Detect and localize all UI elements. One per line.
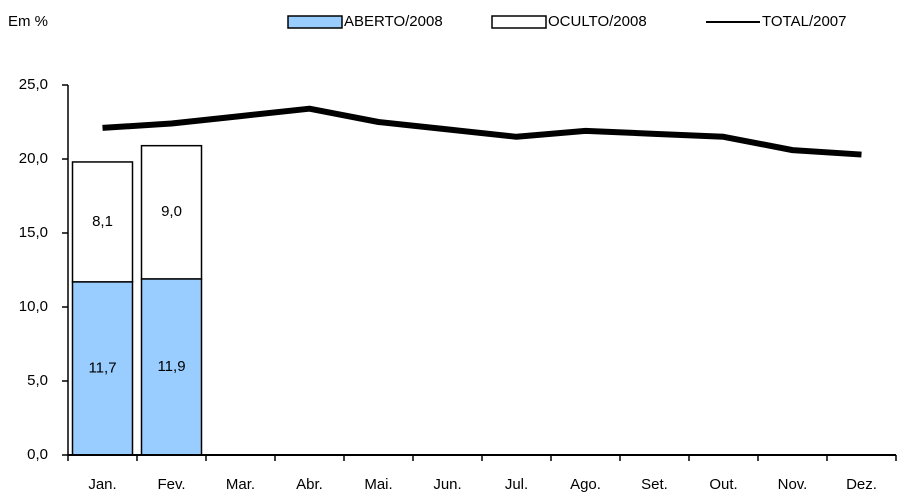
x-tick-label: Nov. [778, 476, 808, 493]
y-tick-label: 15,0 [19, 224, 48, 241]
legend-label: ABERTO/2008 [344, 13, 443, 30]
chart-title: Em % [8, 13, 48, 30]
legend-label: OCULTO/2008 [548, 13, 647, 30]
data-label: 11,9 [157, 358, 185, 375]
x-tick-label: Jan. [88, 476, 116, 493]
y-tick-label: 25,0 [19, 76, 48, 93]
x-tick-label: Fev. [157, 476, 185, 493]
legend-label: TOTAL/2007 [762, 13, 847, 30]
y-tick-label: 0,0 [27, 446, 48, 463]
x-tick-label: Jul. [505, 476, 528, 493]
bar [71, 161, 134, 283]
x-tick-label: Ago. [570, 476, 601, 493]
data-label: 8,1 [92, 213, 113, 230]
x-tick-label: Abr. [296, 476, 323, 493]
data-label: 9,0 [161, 203, 182, 220]
x-tick-label: Set. [641, 476, 668, 493]
legend-swatch [287, 15, 343, 29]
y-tick-label: 10,0 [19, 298, 48, 315]
line [102, 105, 862, 158]
x-tick-label: Dez. [846, 476, 877, 493]
x-tick-label: Mai. [364, 476, 392, 493]
data-label: 11,7 [88, 359, 116, 376]
bar [140, 278, 203, 456]
x-tick-label: Out. [709, 476, 737, 493]
y-tick-label: 20,0 [19, 150, 48, 167]
legend-swatch [491, 15, 547, 29]
bar [140, 144, 203, 280]
x-tick-label: Mar. [226, 476, 255, 493]
x-tick-label: Jun. [433, 476, 461, 493]
y-tick-label: 5,0 [27, 372, 48, 389]
